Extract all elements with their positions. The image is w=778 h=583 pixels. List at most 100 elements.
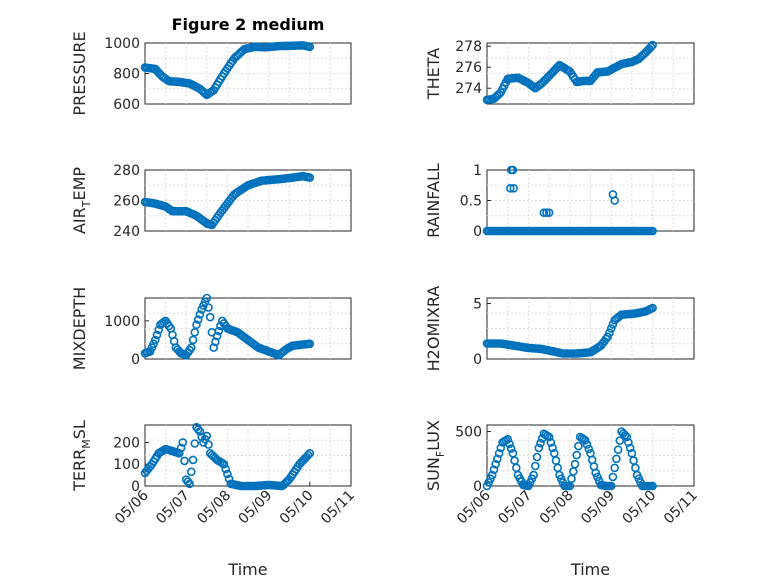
data-point xyxy=(503,434,513,444)
data-point xyxy=(494,448,504,458)
data-point xyxy=(195,310,205,319)
y-tick-label: 0.5 xyxy=(460,194,482,210)
data-point xyxy=(593,472,602,482)
data-point xyxy=(505,184,515,193)
data-point xyxy=(610,463,620,473)
data-point xyxy=(606,324,616,333)
data-point xyxy=(183,477,193,486)
data-point xyxy=(606,481,616,491)
data-point xyxy=(646,42,656,52)
data-point xyxy=(509,184,519,193)
x-tick-label: 05/09 xyxy=(578,488,618,528)
data-point xyxy=(190,327,200,337)
data-point xyxy=(305,448,315,458)
data-point xyxy=(534,443,544,453)
data-point xyxy=(154,325,163,335)
x-axis-label: Time xyxy=(570,560,610,579)
y-tick-label: 600 xyxy=(113,97,140,113)
data-point xyxy=(192,320,201,330)
data-point xyxy=(615,436,625,445)
y-axis-label: AIRTEMP xyxy=(70,167,93,234)
series-pressure xyxy=(140,40,315,100)
y-tick-label: 200 xyxy=(113,435,140,451)
data-point xyxy=(529,470,538,480)
data-point xyxy=(624,438,633,447)
data-point xyxy=(195,427,205,436)
series-air_temp xyxy=(140,171,315,230)
y-tick-label: 240 xyxy=(113,224,140,240)
data-point xyxy=(582,440,592,449)
series-sun_flux xyxy=(482,427,657,491)
data-point xyxy=(570,459,580,469)
y-axis-label: SUNFLUX xyxy=(424,420,447,491)
y-axis-label: RAINFALL xyxy=(424,163,443,238)
subplot-air_temp: 240 260 280 AIRTEMP xyxy=(70,163,352,240)
subplot-theta: 274 276 278 THETA xyxy=(424,39,695,105)
data-point xyxy=(546,438,556,447)
y-tick-label: 100 xyxy=(113,457,140,473)
data-point xyxy=(204,440,213,449)
data-point xyxy=(211,337,220,347)
data-point xyxy=(506,444,516,453)
data-point xyxy=(580,435,590,445)
grid xyxy=(487,43,694,104)
axes-box xyxy=(144,42,352,105)
data-point xyxy=(489,465,499,475)
figure-title: Figure 2 medium xyxy=(172,15,325,34)
data-point xyxy=(305,42,315,52)
data-point xyxy=(572,450,582,460)
y-tick-label: 0 xyxy=(131,352,140,368)
x-tick-label: 05/10 xyxy=(620,488,660,528)
data-point xyxy=(601,334,611,344)
data-point xyxy=(591,468,601,478)
data-point xyxy=(152,330,162,340)
data-point xyxy=(202,293,212,303)
data-point xyxy=(610,196,620,205)
subplot-rainfall: 0 0.5 1 RAINFALL xyxy=(424,163,695,240)
data-point xyxy=(648,226,657,236)
data-point xyxy=(221,464,230,474)
y-tick-label: 276 xyxy=(455,60,482,76)
x-tick-label: 05/11 xyxy=(661,488,701,528)
data-point xyxy=(648,481,657,491)
y-tick-label: 0 xyxy=(473,479,482,495)
data-point xyxy=(214,326,224,336)
data-point xyxy=(212,331,222,341)
subplot-mixdepth: 0 1000 MIXDEPTH xyxy=(70,287,352,370)
x-tick-label: 05/11 xyxy=(318,488,358,528)
grid xyxy=(487,170,694,231)
data-point xyxy=(532,452,542,462)
data-point xyxy=(205,312,215,322)
data-point xyxy=(542,208,551,217)
data-point xyxy=(496,443,506,453)
data-point xyxy=(175,448,184,458)
y-tick-label: 280 xyxy=(113,163,140,179)
data-point xyxy=(305,339,315,349)
data-point xyxy=(530,461,540,471)
data-point xyxy=(622,432,632,442)
data-point xyxy=(219,459,229,469)
data-point xyxy=(493,454,502,464)
data-point xyxy=(548,443,557,453)
y-axis-label: TERRMSL xyxy=(70,420,93,492)
y-tick-label: 1 xyxy=(473,163,482,179)
series-terr_msl xyxy=(140,422,315,491)
data-point xyxy=(193,425,203,434)
y-tick-label: 260 xyxy=(113,194,140,210)
x-tick-label: 05/09 xyxy=(236,488,276,528)
series-h2omixra xyxy=(482,303,657,358)
data-point xyxy=(190,439,200,448)
x-tick-label: 05/07 xyxy=(153,488,193,528)
y-tick-label: 274 xyxy=(455,81,482,97)
data-point xyxy=(505,439,514,449)
data-point xyxy=(584,444,594,454)
data-point xyxy=(648,303,657,313)
data-point xyxy=(574,441,583,451)
data-point xyxy=(187,343,196,352)
y-tick-label: 800 xyxy=(113,67,140,83)
data-point xyxy=(176,443,186,453)
data-point xyxy=(536,438,545,448)
x-tick-label: 05/07 xyxy=(495,488,535,528)
